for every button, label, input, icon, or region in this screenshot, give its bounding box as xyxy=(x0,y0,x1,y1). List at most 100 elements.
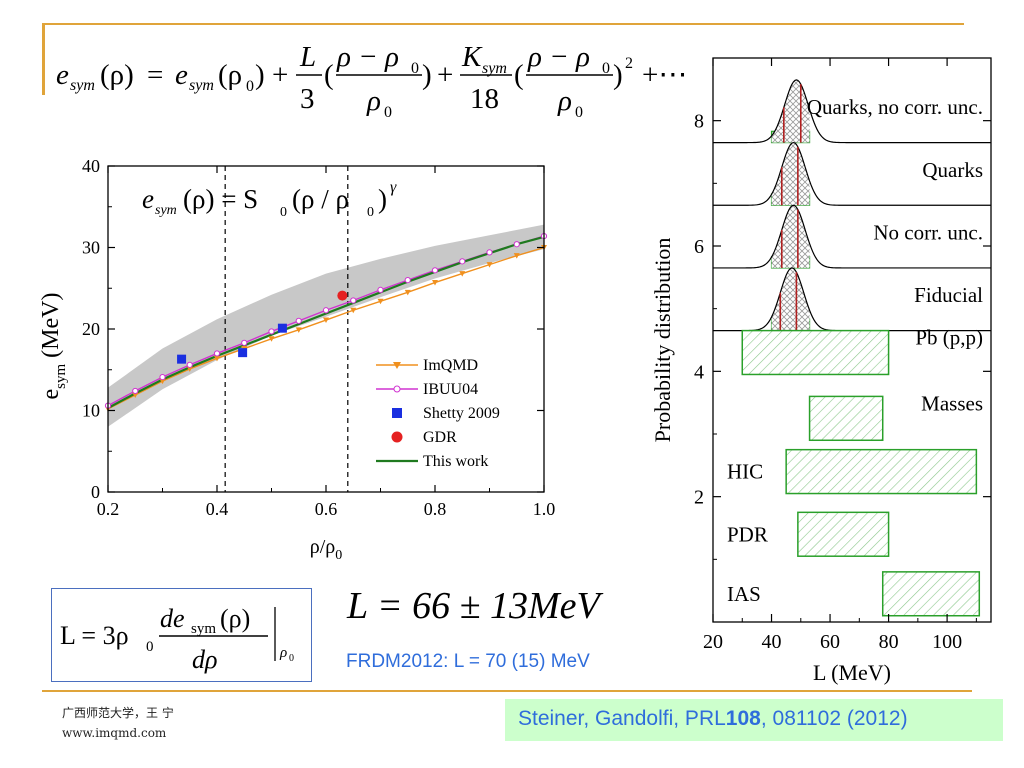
formula-paren-close-2: ) xyxy=(613,59,623,91)
point-imqmd xyxy=(323,317,329,324)
point-shetty-2009 xyxy=(238,348,248,358)
constraint-label-hic: HIC xyxy=(727,460,763,484)
xlabel-rho-ratio: ρ/ρ xyxy=(310,536,336,558)
series-line-this-work xyxy=(108,235,544,410)
distribution-core-fill xyxy=(771,205,810,268)
inset-formula-close: ) xyxy=(378,184,387,214)
point-gdr xyxy=(337,290,348,301)
point-imqmd xyxy=(132,392,139,399)
y-tick-label: 8 xyxy=(694,111,704,133)
inset-formula-esym-sub: sym xyxy=(155,203,177,218)
constraint-label-ias: IAS xyxy=(727,582,761,606)
formula-K-numerator: K xyxy=(461,41,483,73)
legend-label-this-work: This work xyxy=(423,453,488,470)
formula-esym-lhs: e xyxy=(56,59,69,91)
formula-esym-term: e xyxy=(175,59,188,91)
x-tick-label: 1.0 xyxy=(533,499,556,519)
constraint-hic: HIC xyxy=(727,448,978,495)
constraint-range-box xyxy=(785,448,978,495)
constraint-label-pdr: PDR xyxy=(727,522,768,546)
formula-esym-lhs-arg: (ρ) xyxy=(100,59,134,91)
right-plot-frame xyxy=(712,57,992,623)
svg-text:L = 66 ± 13MeV: L = 66 ± 13MeV xyxy=(346,585,603,627)
y-tick-label: 2 xyxy=(694,487,704,509)
point-imqmd xyxy=(268,336,275,342)
distribution-quarks: Quarks xyxy=(713,141,991,206)
x-tick-label: 40 xyxy=(762,631,782,653)
legend-marker-imqmd xyxy=(393,362,401,369)
point-ibuu04 xyxy=(322,307,330,314)
series-line-imqmd xyxy=(108,246,544,410)
constraint-range-box xyxy=(808,395,884,442)
L-result-value: L = 66 ± 13 xyxy=(346,585,528,627)
point-imqmd xyxy=(404,289,411,296)
y-tick-label: 0 xyxy=(91,482,100,502)
point-imqmd xyxy=(186,366,193,372)
formula-plus-1: + xyxy=(272,59,288,91)
formula-paren-open-2: ( xyxy=(514,59,524,91)
inset-formula-esym: e xyxy=(142,184,154,214)
distribution-label-quarks-no-corr-unc-: Quarks, no corr. unc. xyxy=(807,95,983,119)
inset-formula-ratio: (ρ / ρ xyxy=(292,184,349,214)
symmetry-energy-expansion-formula: e sym (ρ) = e sym (ρ 0 ) + L 3 ( ρ − ρ 0… xyxy=(56,41,687,121)
inset-formula-S-sub: 0 xyxy=(280,205,287,220)
right-x-axis-label: L (MeV) xyxy=(813,660,891,685)
point-ibuu04 xyxy=(350,297,357,304)
formula-fraction-denominator-1: ρ xyxy=(366,85,381,117)
formula-L-denominator: 3 xyxy=(300,83,315,115)
formula-rho0-arg: (ρ xyxy=(218,59,242,91)
inset-power-law-formula: e sym (ρ) = S 0 (ρ / ρ 0 ) γ xyxy=(142,179,397,220)
inset-formula-gamma: γ xyxy=(390,179,397,196)
inset-formula-rho-sub: 0 xyxy=(367,205,374,220)
svg-text:esym (MeV): esym (MeV) xyxy=(38,293,69,400)
x-tick-label: 0.6 xyxy=(315,499,338,519)
x-tick-label: 20 xyxy=(703,631,723,653)
distribution-quarks-no-corr-unc-: Quarks, no corr. unc. xyxy=(713,79,991,144)
citation-volume: 108 xyxy=(725,707,761,730)
x-tick-label: 0.4 xyxy=(206,499,229,519)
distribution-no-corr-unc-: No corr. unc. xyxy=(713,204,991,269)
point-shetty-2009 xyxy=(177,354,187,364)
constraint-pb-p-p-: Pb (p,p) xyxy=(741,326,983,376)
L-definition-formula: L = 3ρ 0 de sym (ρ) dρ ρ 0 xyxy=(60,604,294,674)
citation-authors: Steiner, Gandolfi, PRL xyxy=(518,707,726,730)
header-left-rule xyxy=(42,23,45,95)
point-imqmd xyxy=(295,327,302,333)
point-shetty-2009 xyxy=(277,323,287,333)
point-ibuu04 xyxy=(404,277,411,284)
point-ibuu04 xyxy=(486,249,493,256)
constraint-range-box xyxy=(881,571,981,617)
ylabel-sym-sub: sym xyxy=(53,363,69,388)
slope-L-constraints-chart: Quarks, no corr. unc. Quarks No corr. unc.… xyxy=(650,57,992,685)
x-tick-label: 0.8 xyxy=(424,499,447,519)
constraint-range-box xyxy=(797,511,890,557)
def-L-lhs: L = 3ρ xyxy=(60,621,129,650)
def-denominator: dρ xyxy=(192,645,217,674)
formula-esym-lhs-sub: sym xyxy=(70,77,95,94)
def-L-lhs-sub: 0 xyxy=(146,639,154,655)
def-eval-rho-sub: 0 xyxy=(289,653,294,664)
formula-paren-close-1: ) xyxy=(422,59,432,91)
formula-esym-term-sub: sym xyxy=(189,77,214,94)
L-result-unit: MeV xyxy=(527,585,604,627)
legend-marker-gdr xyxy=(391,431,403,443)
point-ibuu04 xyxy=(241,339,248,346)
x-tick-label: 0.2 xyxy=(97,499,120,519)
citation-page-year: , 081102 (2012) xyxy=(760,707,908,730)
y-tick-label: 6 xyxy=(694,236,704,258)
legend-marker-shetty-2009 xyxy=(392,408,402,418)
header-top-rule xyxy=(42,23,964,25)
footer-affiliation: 广西师范大学，王 宁 www.imqmd.com xyxy=(62,703,174,743)
distribution-curve xyxy=(713,79,991,144)
L-result-formula: L = 66 ± 13MeV xyxy=(346,585,603,627)
y-tick-label: 4 xyxy=(694,361,704,383)
constraint-label-pb-p-p-: Pb (p,p) xyxy=(915,326,983,350)
point-ibuu04 xyxy=(213,350,221,357)
def-numerator: de xyxy=(160,604,185,633)
footer-website: www.imqmd.com xyxy=(62,726,167,740)
y-tick-label: 10 xyxy=(82,401,100,421)
L-definition-box: L = 3ρ 0 de sym (ρ) dρ ρ 0 xyxy=(51,588,312,682)
point-imqmd xyxy=(214,355,220,362)
point-ibuu04 xyxy=(186,361,193,368)
formula-rho0-sub: 0 xyxy=(246,78,254,95)
